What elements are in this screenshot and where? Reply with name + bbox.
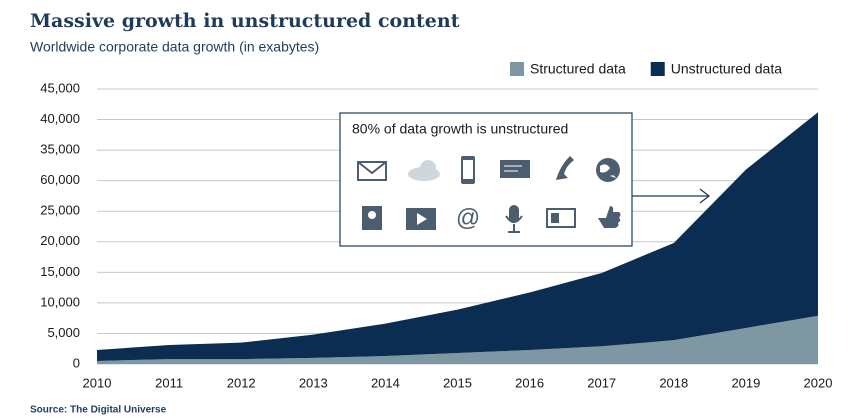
icons: @ xyxy=(357,156,621,233)
y-tick-label: 35,000 xyxy=(40,142,80,157)
x-tick-label: 2017 xyxy=(587,375,616,390)
x-tick-label: 2012 xyxy=(227,375,256,390)
x-tick-label: 2010 xyxy=(83,375,112,390)
callout-text: 80% of data growth is unstructured xyxy=(352,121,568,137)
x-tick-label: 2011 xyxy=(155,375,183,390)
legend-swatch xyxy=(510,62,524,76)
y-tick-label: 25,000 xyxy=(40,203,80,218)
x-tick-label: 2018 xyxy=(659,375,688,390)
callout-box xyxy=(339,112,633,247)
area xyxy=(97,315,818,364)
y-tick-label: 60,000 xyxy=(40,172,80,187)
y-tick-label: 45,000 xyxy=(40,80,80,95)
x-tick-label: 2019 xyxy=(731,375,760,390)
legend: Structured data Unstructured data xyxy=(510,61,782,77)
legend-label: Unstructured data xyxy=(671,61,782,77)
legend-label: Structured data xyxy=(530,61,626,77)
y-tick-label: 15,000 xyxy=(40,264,80,279)
source: Source: The Digital Universe xyxy=(30,405,167,416)
legend-swatch xyxy=(650,62,665,76)
y-tick-label: 10,000 xyxy=(40,294,80,309)
x-tick-label: 2013 xyxy=(299,375,328,390)
y-tick-label: 0 xyxy=(73,355,80,370)
x-tick-label: 2014 xyxy=(371,375,400,390)
area xyxy=(97,112,818,361)
svg-text:@: @ xyxy=(456,204,480,231)
chart-title: Massive growth in unstructured content xyxy=(30,10,460,32)
y-tick-label: 20,000 xyxy=(40,233,80,248)
x-tick-label: 2020 xyxy=(804,375,833,390)
chart-subtitle: Worldwide corporate data growth (in exab… xyxy=(30,39,319,55)
y-tick-label: 40,000 xyxy=(40,111,80,126)
x-tick-label: 2016 xyxy=(515,375,544,390)
y-tick-label: 5,000 xyxy=(47,325,80,340)
callout: 80% of data growth is unstructured @ xyxy=(339,112,711,247)
x-tick-label: 2015 xyxy=(443,375,472,390)
arrow-head xyxy=(699,188,711,204)
